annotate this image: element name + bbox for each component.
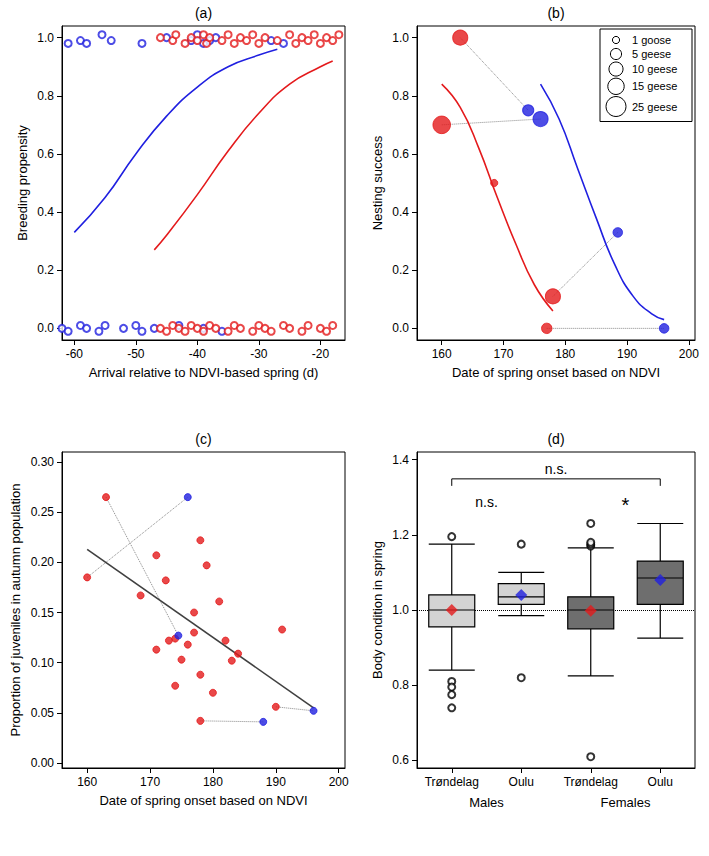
svg-text:180: 180 bbox=[555, 347, 575, 361]
svg-text:190: 190 bbox=[617, 347, 637, 361]
svg-text:1.0: 1.0 bbox=[392, 603, 409, 617]
svg-text:170: 170 bbox=[140, 775, 160, 789]
svg-text:Body condition in spring: Body condition in spring bbox=[370, 541, 385, 679]
svg-text:0.8: 0.8 bbox=[392, 678, 409, 692]
svg-text:1.0: 1.0 bbox=[392, 31, 409, 45]
svg-text:-60: -60 bbox=[66, 347, 84, 361]
svg-text:0.0: 0.0 bbox=[392, 321, 409, 335]
svg-text:(d): (d) bbox=[547, 431, 564, 447]
svg-text:(b): (b) bbox=[547, 5, 564, 21]
svg-text:Trøndelag: Trøndelag bbox=[564, 775, 618, 789]
svg-text:1.2: 1.2 bbox=[392, 528, 409, 542]
svg-text:0.00: 0.00 bbox=[31, 756, 55, 770]
svg-text:0.10: 0.10 bbox=[31, 656, 55, 670]
svg-text:0.30: 0.30 bbox=[31, 455, 55, 469]
svg-text:(a): (a) bbox=[195, 5, 212, 21]
svg-text:190: 190 bbox=[266, 775, 286, 789]
svg-text:1.4: 1.4 bbox=[392, 453, 409, 467]
svg-text:160: 160 bbox=[77, 775, 97, 789]
svg-text:0.25: 0.25 bbox=[31, 505, 55, 519]
svg-text:Females: Females bbox=[601, 795, 651, 810]
svg-text:200: 200 bbox=[679, 347, 699, 361]
svg-text:*: * bbox=[622, 494, 630, 516]
svg-text:-50: -50 bbox=[127, 347, 145, 361]
svg-text:0.05: 0.05 bbox=[31, 706, 55, 720]
svg-text:1 goose: 1 goose bbox=[632, 34, 671, 46]
svg-text:170: 170 bbox=[493, 347, 513, 361]
svg-text:Arrival relative to NDVI-based: Arrival relative to NDVI-based spring (d… bbox=[89, 365, 319, 380]
svg-text:-30: -30 bbox=[250, 347, 268, 361]
svg-text:0.4: 0.4 bbox=[392, 205, 409, 219]
svg-text:0.2: 0.2 bbox=[392, 263, 409, 277]
svg-text:15 geese: 15 geese bbox=[632, 80, 677, 92]
svg-text:Date of spring onset based on: Date of spring onset based on NDVI bbox=[99, 793, 307, 808]
svg-text:Breeding propensity: Breeding propensity bbox=[15, 125, 30, 241]
svg-text:0.20: 0.20 bbox=[31, 555, 55, 569]
svg-text:0.15: 0.15 bbox=[31, 606, 55, 620]
svg-text:0.6: 0.6 bbox=[392, 147, 409, 161]
svg-text:Date of spring onset based on: Date of spring onset based on NDVI bbox=[452, 365, 660, 380]
svg-text:0.4: 0.4 bbox=[37, 205, 54, 219]
svg-text:-40: -40 bbox=[189, 347, 207, 361]
svg-text:25 geese: 25 geese bbox=[632, 101, 677, 113]
svg-text:160: 160 bbox=[432, 347, 452, 361]
svg-text:200: 200 bbox=[329, 775, 349, 789]
svg-text:1.0: 1.0 bbox=[37, 31, 54, 45]
svg-text:0.8: 0.8 bbox=[392, 89, 409, 103]
svg-text:-20: -20 bbox=[312, 347, 330, 361]
svg-text:0.2: 0.2 bbox=[37, 263, 54, 277]
svg-text:5 geese: 5 geese bbox=[632, 48, 671, 60]
svg-text:0.0: 0.0 bbox=[37, 321, 54, 335]
svg-text:10 geese: 10 geese bbox=[632, 63, 677, 75]
svg-text:180: 180 bbox=[203, 775, 223, 789]
svg-text:n.s.: n.s. bbox=[475, 494, 498, 510]
svg-text:n.s.: n.s. bbox=[545, 461, 568, 477]
svg-text:Trøndelag: Trøndelag bbox=[425, 775, 479, 789]
svg-text:(c): (c) bbox=[195, 431, 211, 447]
svg-text:Males: Males bbox=[469, 795, 504, 810]
svg-text:0.6: 0.6 bbox=[37, 147, 54, 161]
svg-text:Nesting success: Nesting success bbox=[370, 135, 385, 230]
svg-text:0.8: 0.8 bbox=[37, 89, 54, 103]
svg-text:Proportion of juveniles in aut: Proportion of juveniles in autumn popula… bbox=[8, 484, 23, 737]
svg-text:Oulu: Oulu bbox=[509, 775, 534, 789]
svg-text:Oulu: Oulu bbox=[648, 775, 673, 789]
svg-text:0.6: 0.6 bbox=[392, 753, 409, 767]
